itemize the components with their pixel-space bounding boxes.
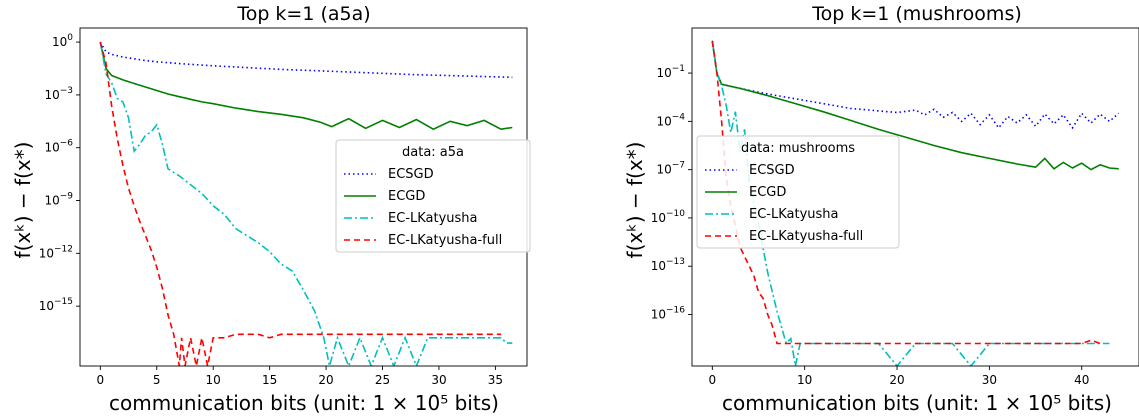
y-tick-label: 10−6 xyxy=(44,139,73,155)
x-tick-label: 20 xyxy=(318,373,333,387)
legend-entry: EC-LKatyusha-full xyxy=(749,229,863,244)
legend-entry: ECGD xyxy=(749,185,786,200)
y-tick-label: 10−16 xyxy=(651,305,686,321)
chart-title: Top k=1 (a5a) xyxy=(236,3,370,25)
x-tick-label: 40 xyxy=(1074,373,1089,387)
series-group xyxy=(711,40,1120,366)
chart-title: Top k=1 (mushrooms) xyxy=(811,3,1022,25)
legend: data: a5a ECSGD ECGD EC-LKatyusha EC-LKatyus… xyxy=(335,139,531,253)
legend-entry: ECSGD xyxy=(749,163,795,178)
legend-title: data: a5a xyxy=(402,145,464,160)
series-line-ecsgd xyxy=(711,40,1120,130)
y-tick-label: 10−4 xyxy=(656,112,685,128)
y-tick-label: 10−13 xyxy=(651,257,685,273)
y-tick-label: 10−3 xyxy=(44,86,73,102)
chart-mushrooms: Top k=1 (mushrooms) communication bits (… xyxy=(623,3,1139,415)
y-axis-label: f(xᵏ) − f(x*) xyxy=(623,142,647,259)
x-tick-label: 35 xyxy=(488,373,503,387)
y-tick-label: 10−9 xyxy=(44,192,73,208)
y-tick-label: 10−10 xyxy=(651,209,686,225)
y-tick-label: 10−15 xyxy=(39,297,73,313)
series-line-ec-lkatyusha-full xyxy=(99,41,501,366)
legend-entry: ECSGD xyxy=(388,167,434,182)
y-axis-label: f(xᵏ) − f(x*) xyxy=(11,142,35,259)
x-tick-label: 25 xyxy=(375,373,390,387)
x-axis-label: communication bits (unit: 1 × 10⁵ bits) xyxy=(722,391,1112,415)
legend-box xyxy=(696,135,900,249)
series-line-ec-lkatyusha xyxy=(711,40,1110,366)
x-tick-label: 30 xyxy=(982,373,997,387)
x-tick-label: 30 xyxy=(431,373,446,387)
legend: data: mushrooms ECSGD ECGD EC-LKatyusha EC-L… xyxy=(696,135,900,249)
x-tick-label: 0 xyxy=(708,373,716,387)
x-tick-label: 10 xyxy=(206,373,221,387)
legend-entry: ECGD xyxy=(388,189,425,204)
series-line-ecgd xyxy=(99,41,513,131)
y-tick-label: 10−1 xyxy=(656,64,685,80)
legend-entry: EC-LKatyusha xyxy=(388,211,478,226)
x-tick-label: 20 xyxy=(889,373,904,387)
series-line-ecgd xyxy=(711,40,1119,171)
series-group xyxy=(99,41,513,366)
x-tick-label: 15 xyxy=(262,373,277,387)
y-tick-label: 100 xyxy=(52,33,73,49)
legend-entry: EC-LKatyusha xyxy=(749,207,839,222)
x-tick-label: 0 xyxy=(96,373,104,387)
chart-a5a: Top k=1 (a5a) communication bits (unit: … xyxy=(11,3,531,415)
legend-title: data: mushrooms xyxy=(741,141,855,156)
x-axis-label: communication bits (unit: 1 × 10⁵ bits) xyxy=(109,391,499,415)
series-line-ecsgd xyxy=(99,41,513,79)
y-tick-label: 10−12 xyxy=(39,244,73,260)
series-line-ec-lkatyusha-full xyxy=(711,40,1101,345)
plot-frame xyxy=(691,27,1139,367)
series-line-ec-lkatyusha xyxy=(99,41,513,366)
legend-entry: EC-LKatyusha-full xyxy=(388,233,502,248)
x-tick-label: 5 xyxy=(153,373,161,387)
y-tick-label: 10−7 xyxy=(656,161,685,177)
x-tick-label: 10 xyxy=(797,373,812,387)
legend-box xyxy=(335,139,531,253)
